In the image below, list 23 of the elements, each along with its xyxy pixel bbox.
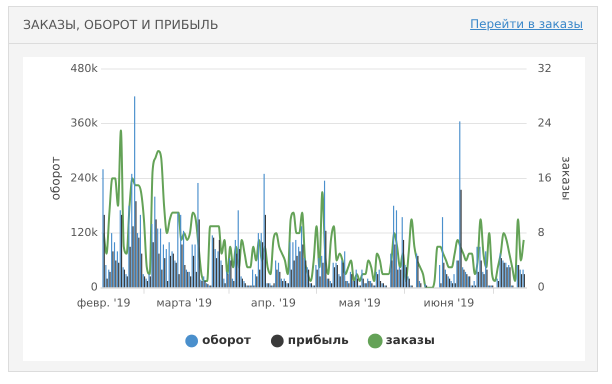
y2-tick-label: 24	[538, 116, 552, 130]
legend-label: заказы	[386, 333, 435, 348]
x-tick-label: марта '19	[156, 296, 212, 310]
x-tick-label: мая '19	[338, 296, 381, 310]
y2-tick-label: 16	[538, 171, 552, 184]
y-tick-label: 360k	[70, 116, 98, 130]
y2-tick-label: 8	[538, 226, 545, 239]
y-tick-label: 120k	[70, 226, 98, 239]
y-tick-label: 0	[90, 280, 98, 294]
x-tick-label: июня '19	[424, 296, 474, 310]
text: Перейти в заказы	[470, 17, 583, 31]
x-tick-label: февр. '19	[76, 296, 130, 310]
line-series	[102, 130, 525, 288]
chart-title: ЗАКАЗЫ, ОБОРОТ И ПРИБЫЛЬ	[23, 17, 218, 32]
y2-axis-title: заказы	[560, 156, 574, 200]
legend-label: прибыль	[288, 333, 350, 348]
x-tick-label: апр. '19	[250, 296, 296, 310]
y-axis-title: оборот	[48, 156, 62, 200]
y2-tick-label: 32	[538, 62, 552, 75]
legend-label: оборот	[202, 333, 251, 348]
y-tick-label: 480k	[70, 62, 98, 75]
y-tick-label: 240k	[70, 171, 98, 184]
y2-tick-label: 0	[538, 280, 545, 294]
